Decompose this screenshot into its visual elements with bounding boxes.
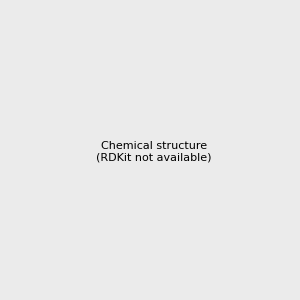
Text: Chemical structure
(RDKit not available): Chemical structure (RDKit not available): [96, 141, 212, 162]
